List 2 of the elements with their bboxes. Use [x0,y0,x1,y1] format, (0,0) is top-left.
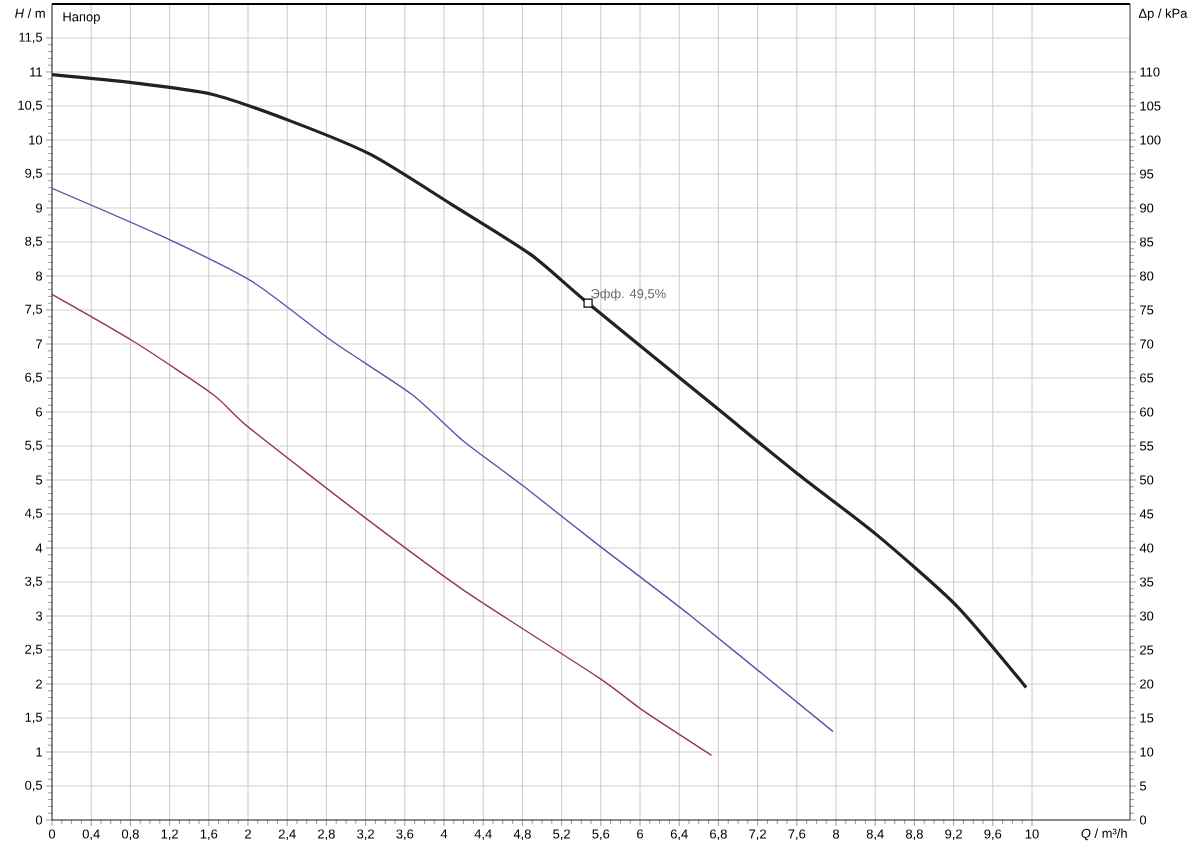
line-series [52,73,1028,689]
line-series [52,187,834,733]
